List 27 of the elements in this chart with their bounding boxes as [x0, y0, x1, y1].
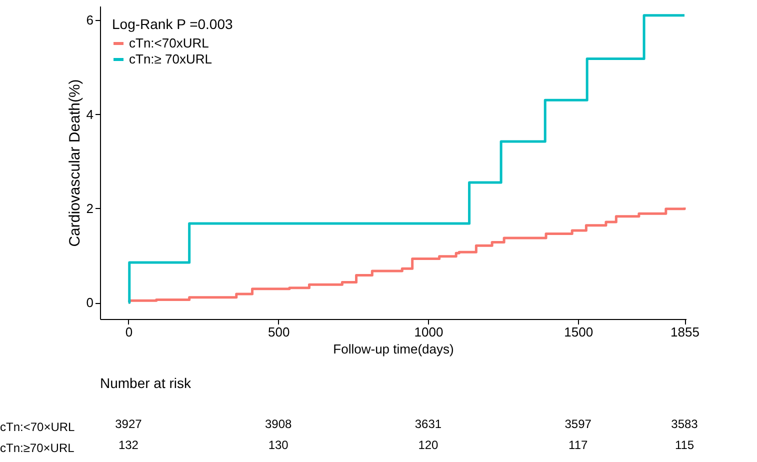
y-tick-label: 6 — [86, 12, 94, 28]
text: 3583 — [671, 417, 698, 431]
text: 115 — [674, 438, 694, 452]
text: 3631 — [414, 417, 442, 431]
text: 130 — [268, 438, 289, 452]
y-axis-title: Cardiovascular Death(%) — [66, 79, 84, 247]
text: 3908 — [264, 417, 292, 431]
x-tick-label: 1000 — [414, 324, 444, 340]
x-tick-label: 1500 — [564, 324, 594, 340]
y-tick-label: 2 — [86, 200, 94, 216]
text: 3597 — [564, 417, 592, 431]
legend-label: cTn:≥ 70xURL — [129, 52, 212, 66]
x-tick-label: 1855 — [670, 324, 700, 340]
legend-title: Log-Rank P =0.003 — [112, 16, 233, 32]
y-tick-label: 0 — [86, 295, 94, 310]
text: Number at risk — [100, 375, 192, 391]
y-tick-label: 4 — [86, 106, 94, 122]
x-tick-label: 500 — [268, 324, 290, 340]
text: cTn:<70×URL — [0, 420, 76, 434]
text: cTn:≥70×URL — [0, 441, 75, 455]
text: 117 — [568, 438, 588, 452]
text: 132 — [118, 438, 139, 452]
x-axis-title: Follow-up time(days) — [333, 342, 454, 356]
x-tick-label: 0 — [125, 324, 133, 340]
text: 120 — [418, 438, 439, 452]
text: 3927 — [115, 417, 142, 431]
legend-label: cTn:<70xURL — [129, 36, 209, 50]
